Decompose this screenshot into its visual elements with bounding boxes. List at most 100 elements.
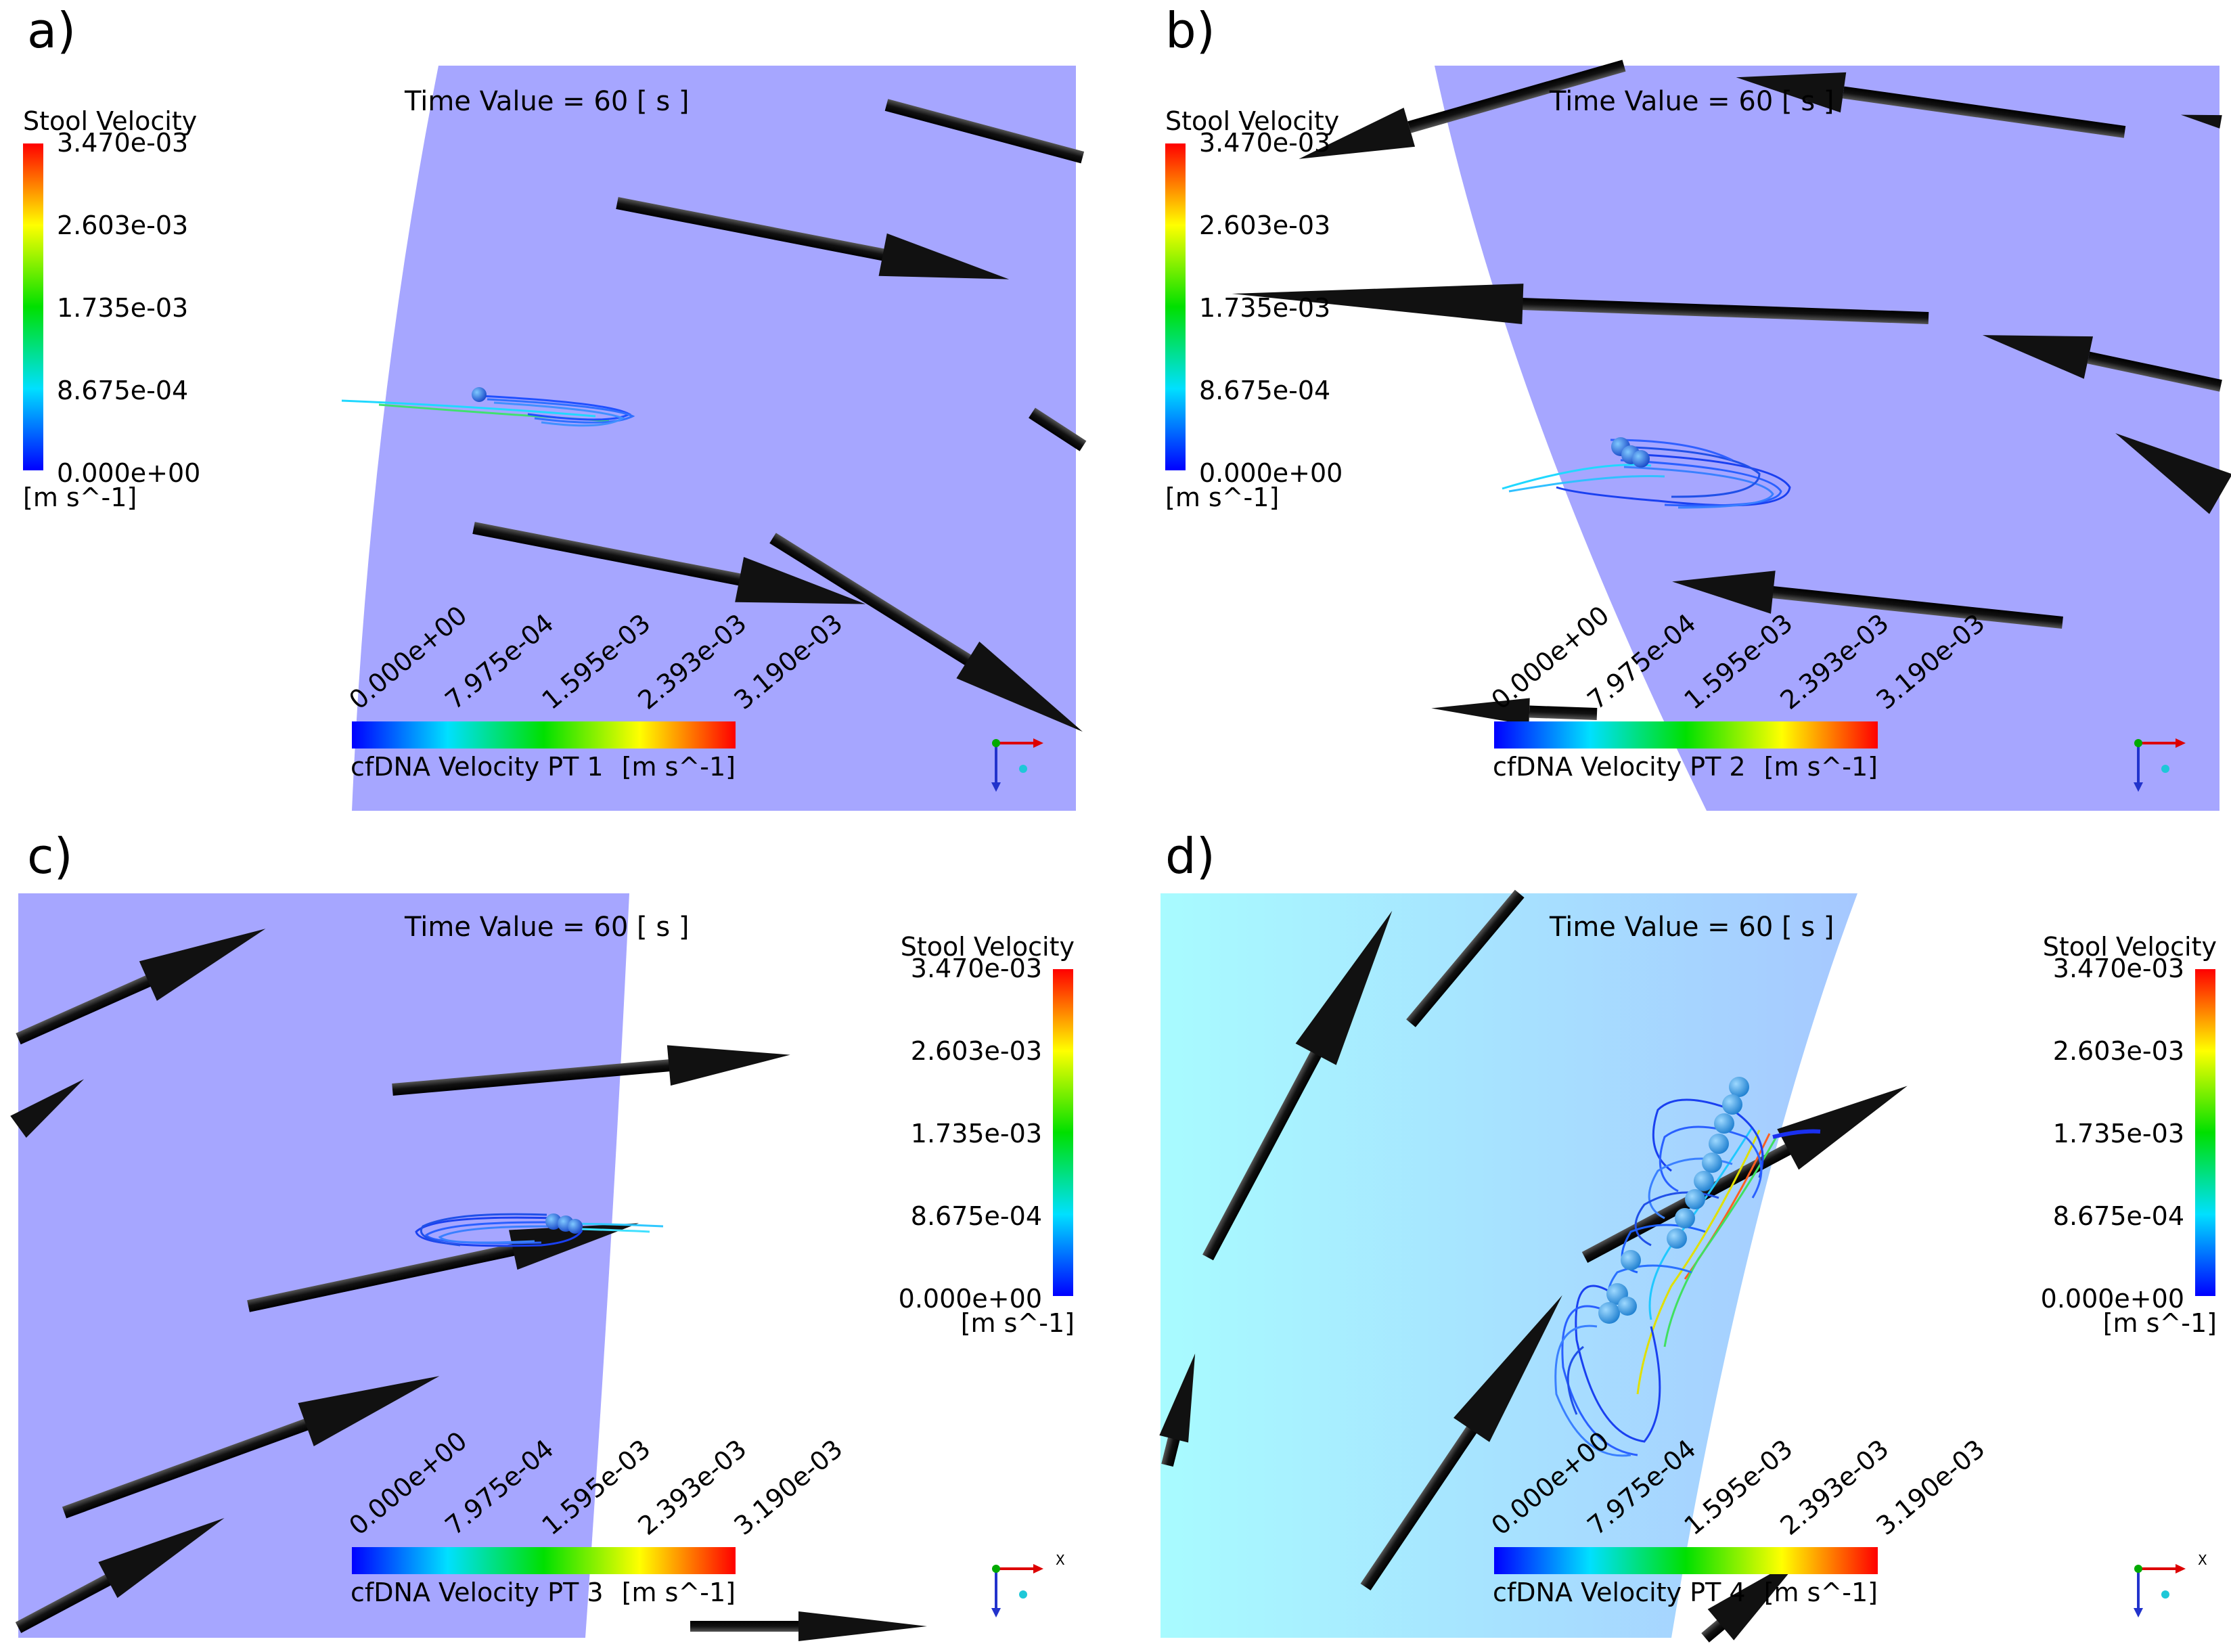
velocity-arrow [16,929,266,1045]
stool-velocity-arrows [10,929,927,1641]
axis-triad: X [2134,1552,2207,1617]
legend-title: Stool Velocity [2043,932,2217,962]
panel-label: d) [1165,828,1215,885]
velocity-arrow [1202,910,1393,1261]
panel-b: b) Time Value = 60 [ s ] Stool [1165,2,2231,811]
legend-colorbar [1053,969,1073,1296]
stool-velocity-arrows [1232,60,2231,725]
stool-velocity-legend: Stool Velocity 3.470e-03 2.603e-03 1.735… [899,932,1075,1338]
legend-tick: 2.603e-03 [2053,1036,2184,1066]
legend-colorbar [352,1547,736,1574]
legend-tick: 8.675e-04 [2053,1201,2184,1231]
axis-x-label: X [2198,1552,2207,1568]
stool-velocity-legend: Stool Velocity 3.470e-03 2.603e-03 1.735… [2041,932,2217,1338]
cfdna-trajectory [1554,1098,1821,1457]
velocity-arrow [1736,72,2126,138]
legend-tick: 0.000e+00 [2041,1284,2184,1314]
velocity-arrow [2115,433,2231,514]
cfdna-particle [1685,1189,1705,1209]
legend-title: cfDNA Velocity PT 2 [1493,752,1746,782]
legend-unit: [m s^-1] [1165,483,1279,512]
velocity-arrow [1232,284,1929,325]
cfdna-particle [1709,1134,1729,1154]
panel-label: b) [1165,2,1215,59]
legend-tick: 1.735e-03 [2053,1119,2184,1148]
velocity-arrow [247,1223,639,1312]
legend-tick: 1.735e-03 [57,293,188,323]
panel-a: a) Time Value = 60 [ s ] Stool Velocity … [23,2,1087,811]
legend-unit: [m s^-1] [622,1578,736,1607]
axis-x-label: X [1056,1552,1065,1568]
cfdna-particles [1598,1077,1749,1324]
cfdna-particle [1621,1250,1641,1270]
velocity-arrow [1672,571,2063,629]
cfdna-particle [1694,1171,1714,1191]
legend-colorbar [1494,1547,1878,1574]
velocity-arrow [1431,698,1598,725]
velocity-arrow [616,197,1010,280]
legend-colorbar [352,721,736,749]
legend-title: Stool Velocity [1165,106,1339,136]
stool-velocity-legend: Stool Velocity 3.470e-03 2.603e-03 1.735… [1165,106,1343,512]
legend-tick: 0.000e+00 [899,1284,1042,1314]
axis-triad [2134,738,2186,792]
panel-c: c) Time Value = 60 [ s ] Stool Velocity [10,828,1075,1641]
velocity-arrow [769,533,1083,732]
velocity-arrow [62,1376,440,1519]
velocity-arrow [2180,114,2222,129]
legend-tick: 2.603e-03 [57,210,188,240]
panel-d: d) [1159,828,2217,1643]
legend-tick: 8.675e-04 [57,376,188,405]
velocity-arrow [1299,60,1626,159]
legend-tick: 1.735e-03 [1199,293,1330,323]
legend-tick: 3.470e-03 [2053,954,2184,983]
cfdna-particle [1667,1228,1687,1249]
time-label: Time Value = 60 [ s ] [404,86,690,117]
legend-unit: [m s^-1] [1764,752,1878,782]
cfdna-particle [1618,1297,1637,1316]
legend-title: cfDNA Velocity PT 4 [1493,1578,1746,1607]
cfdna-particle [472,387,487,402]
legend-tick: 8.675e-04 [911,1201,1042,1231]
legend-tick: 8.675e-04 [1199,376,1330,405]
flow-domain [1435,66,2219,811]
axis-triad: X [991,1552,1065,1617]
legend-tick: 3.470e-03 [57,128,188,158]
legend-colorbar [2195,969,2215,1296]
legend-tick: 2.603e-03 [911,1036,1042,1066]
legend-title: Stool Velocity [901,932,1075,962]
flow-domain [18,893,629,1638]
cfdna-trajectory [415,1213,664,1247]
cfdna-particle [1632,450,1650,468]
panel-label: c) [27,828,73,885]
velocity-arrow [1159,1354,1196,1467]
legend-unit: [m s^-1] [2103,1308,2217,1338]
cfdna-particle [1722,1094,1742,1115]
cfdna-trajectory [1502,437,1791,509]
flow-domain [1160,893,1857,1638]
legend-unit: [m s^-1] [622,752,736,782]
velocity-arrow [1029,407,1087,451]
cfdna-trajectory [341,387,635,427]
cfdna-particle [1702,1153,1722,1173]
cfdna-particle [1598,1302,1620,1324]
time-label: Time Value = 60 [ s ] [1549,912,1834,943]
legend-title: cfDNA Velocity PT 3 [351,1578,604,1607]
velocity-arrow [1982,335,2222,392]
velocity-arrow [884,99,1085,164]
time-label: Time Value = 60 [ s ] [1549,86,1834,117]
legend-colorbar [1165,143,1186,470]
legend-tick: 3.470e-03 [1199,128,1330,158]
velocity-arrow [1406,889,1525,1027]
legend-colorbar [23,143,43,470]
cfdna-particle [1729,1077,1749,1097]
velocity-arrow [392,1045,790,1096]
legend-tick: 3.470e-03 [911,954,1042,983]
legend-tick: 0.000e+00 [1199,458,1343,488]
legend-unit: [m s^-1] [961,1308,1075,1338]
legend-colorbar [1494,721,1878,749]
axis-triad [991,738,1043,792]
velocity-arrow [472,522,866,604]
legend-unit: [m s^-1] [23,483,137,512]
velocity-arrow [15,1518,225,1633]
